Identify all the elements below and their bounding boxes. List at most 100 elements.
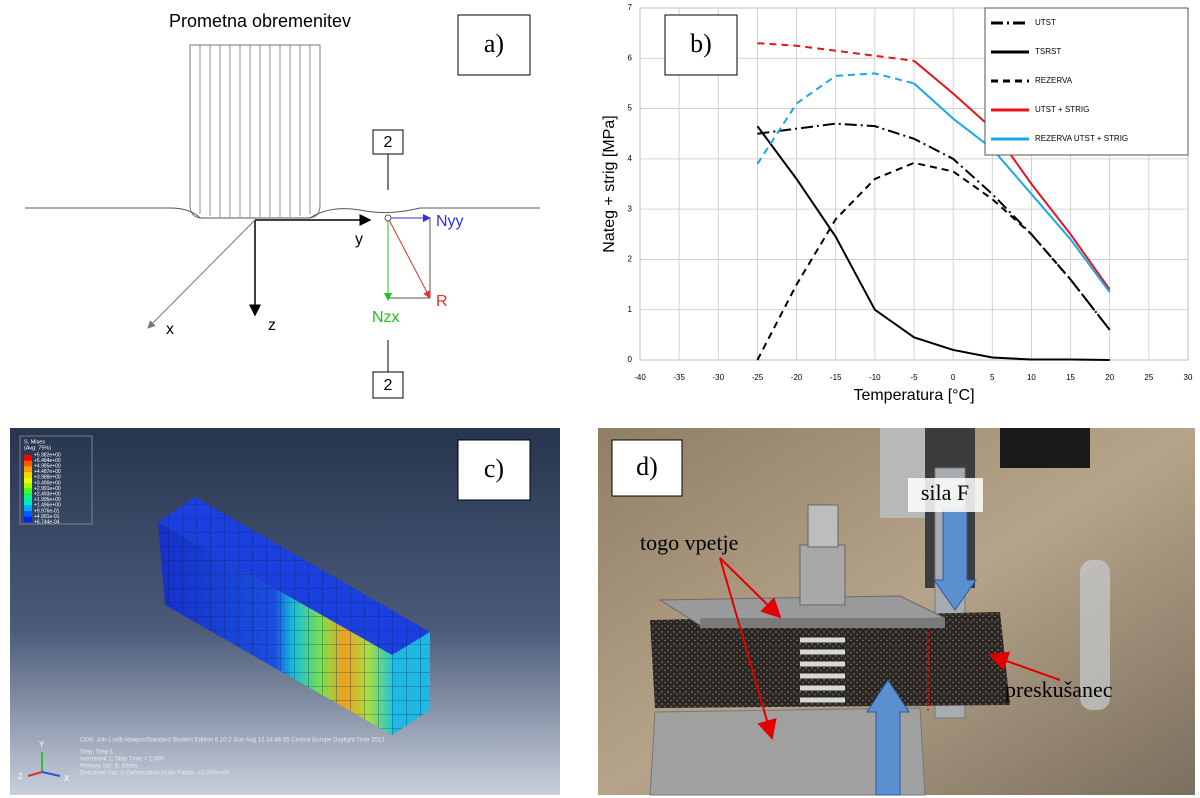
legend-swatch (24, 505, 32, 511)
line (913, 82, 1111, 293)
triad-x (41, 771, 61, 777)
panel-label: d) (636, 452, 658, 481)
bolt (807, 504, 839, 548)
x-tick-label: -40 (634, 373, 646, 382)
axis-label: x (166, 321, 174, 338)
glass (1080, 560, 1110, 710)
info-line: Step: Step-1 (80, 750, 114, 756)
legend-value: +2.493e+00 (34, 492, 61, 498)
line (757, 42, 915, 62)
legend-label: TSRST (1035, 47, 1061, 56)
legend-value: +2.991e+00 (34, 486, 61, 492)
gauge (1000, 428, 1090, 468)
label-box (457, 14, 531, 76)
legend-value: +3.490e+00 (34, 480, 61, 486)
tyre-grooves (199, 45, 311, 217)
force-label: sila F (921, 480, 969, 505)
point (384, 214, 392, 222)
legend-subtitle: (Avg: 75%) (24, 445, 51, 451)
x-tick-label: 10 (1027, 373, 1036, 382)
axis-label: y (355, 231, 363, 248)
legend-label: REZERVA UTST + STRIG (1035, 134, 1128, 143)
triad-label: X (64, 774, 70, 783)
x-tick-label: -20 (791, 373, 803, 382)
x-tick-label: -15 (830, 373, 842, 382)
y-tick-label: 0 (628, 355, 633, 364)
tyre (189, 44, 321, 219)
y-tick-label: 2 (628, 255, 633, 264)
mesh (158, 522, 392, 735)
legend-swatch (24, 455, 32, 461)
legend-swatch (24, 499, 32, 506)
triad-z (27, 771, 43, 777)
pointer (988, 651, 1061, 681)
legend-swatch (24, 511, 32, 517)
y-tick-label: 1 (628, 305, 633, 314)
legend-label: UTST + STRIG (1035, 105, 1089, 114)
panel-label: a) (484, 29, 504, 58)
panel-a: Prometna obremenitev a) y z x Nyy Nzx R … (25, 11, 540, 399)
section-label: 2 (384, 134, 393, 151)
x-tick-label: 25 (1144, 373, 1153, 382)
panel-b: Temperatura [°C] Nateg + strig [MPa] -40… (601, 3, 1193, 404)
legend-value: +9.976e-01 (34, 508, 60, 514)
x-axis (147, 219, 256, 329)
y-tick-label: 6 (628, 53, 633, 62)
legend-value: +4.991e-01 (34, 514, 60, 520)
x-tick-label: -25 (752, 373, 764, 382)
legend-label: REZERVA (1035, 76, 1073, 85)
label-box (611, 439, 683, 497)
section-label: 2 (384, 377, 393, 394)
x-tick-label: -10 (869, 373, 881, 382)
legend-swatch (24, 471, 32, 478)
legend-value: +4.487e+00 (34, 469, 61, 475)
label-box (664, 14, 738, 76)
line (756, 161, 1111, 361)
label-box (457, 439, 531, 501)
legend-value: +3.988e+00 (34, 475, 61, 481)
legend-value: +1.995e+00 (34, 497, 61, 503)
reaction-arrow (866, 679, 910, 796)
panel-d: sila F togo vpetje preskušanec d) (598, 428, 1195, 796)
x-tick-label: 20 (1105, 373, 1114, 382)
x-tick-label: 0 (951, 373, 956, 382)
force-label: Nyy (436, 213, 464, 230)
pointer (719, 557, 782, 619)
legend-value: +5.982e+00 (34, 452, 61, 458)
legend-swatch (24, 466, 32, 472)
legend-box (19, 435, 93, 525)
surface (25, 207, 540, 219)
line (913, 60, 1111, 291)
y-tick-label: 7 (628, 3, 633, 12)
info-line: Increment 1: Step Time = 1.000 (80, 757, 165, 763)
legend-swatch (24, 460, 32, 467)
x-tick-label: 30 (1184, 373, 1193, 382)
mesh (158, 497, 430, 655)
info-line: Primary Var: S, Mises (80, 764, 138, 770)
legend-swatch (24, 483, 32, 489)
mesh (392, 632, 430, 735)
spring (800, 637, 845, 703)
triad-label: Z (18, 772, 23, 781)
nut (799, 544, 846, 606)
specimen-label: preskušanec (1005, 677, 1113, 702)
y-tick-label: 4 (628, 154, 633, 163)
legend-swatch (24, 516, 32, 523)
pointer (719, 557, 777, 740)
panel-a-title: Prometna obremenitev (169, 11, 351, 31)
bottom-plate (649, 707, 926, 796)
clamp-label: togo vpetje (640, 530, 738, 555)
legend-title: S, Mises (24, 439, 45, 445)
r-arrow (387, 217, 431, 299)
axis-label: z (268, 317, 276, 334)
x-tick-label: -30 (713, 373, 725, 382)
legend-swatch (24, 477, 32, 483)
triad-label: Y (39, 740, 45, 749)
x-tick-label: -5 (910, 373, 918, 382)
x-tick-label: 5 (990, 373, 995, 382)
y-tick-label: 3 (628, 204, 633, 213)
specimen (650, 612, 1010, 708)
y-tick-label: 5 (628, 104, 633, 113)
